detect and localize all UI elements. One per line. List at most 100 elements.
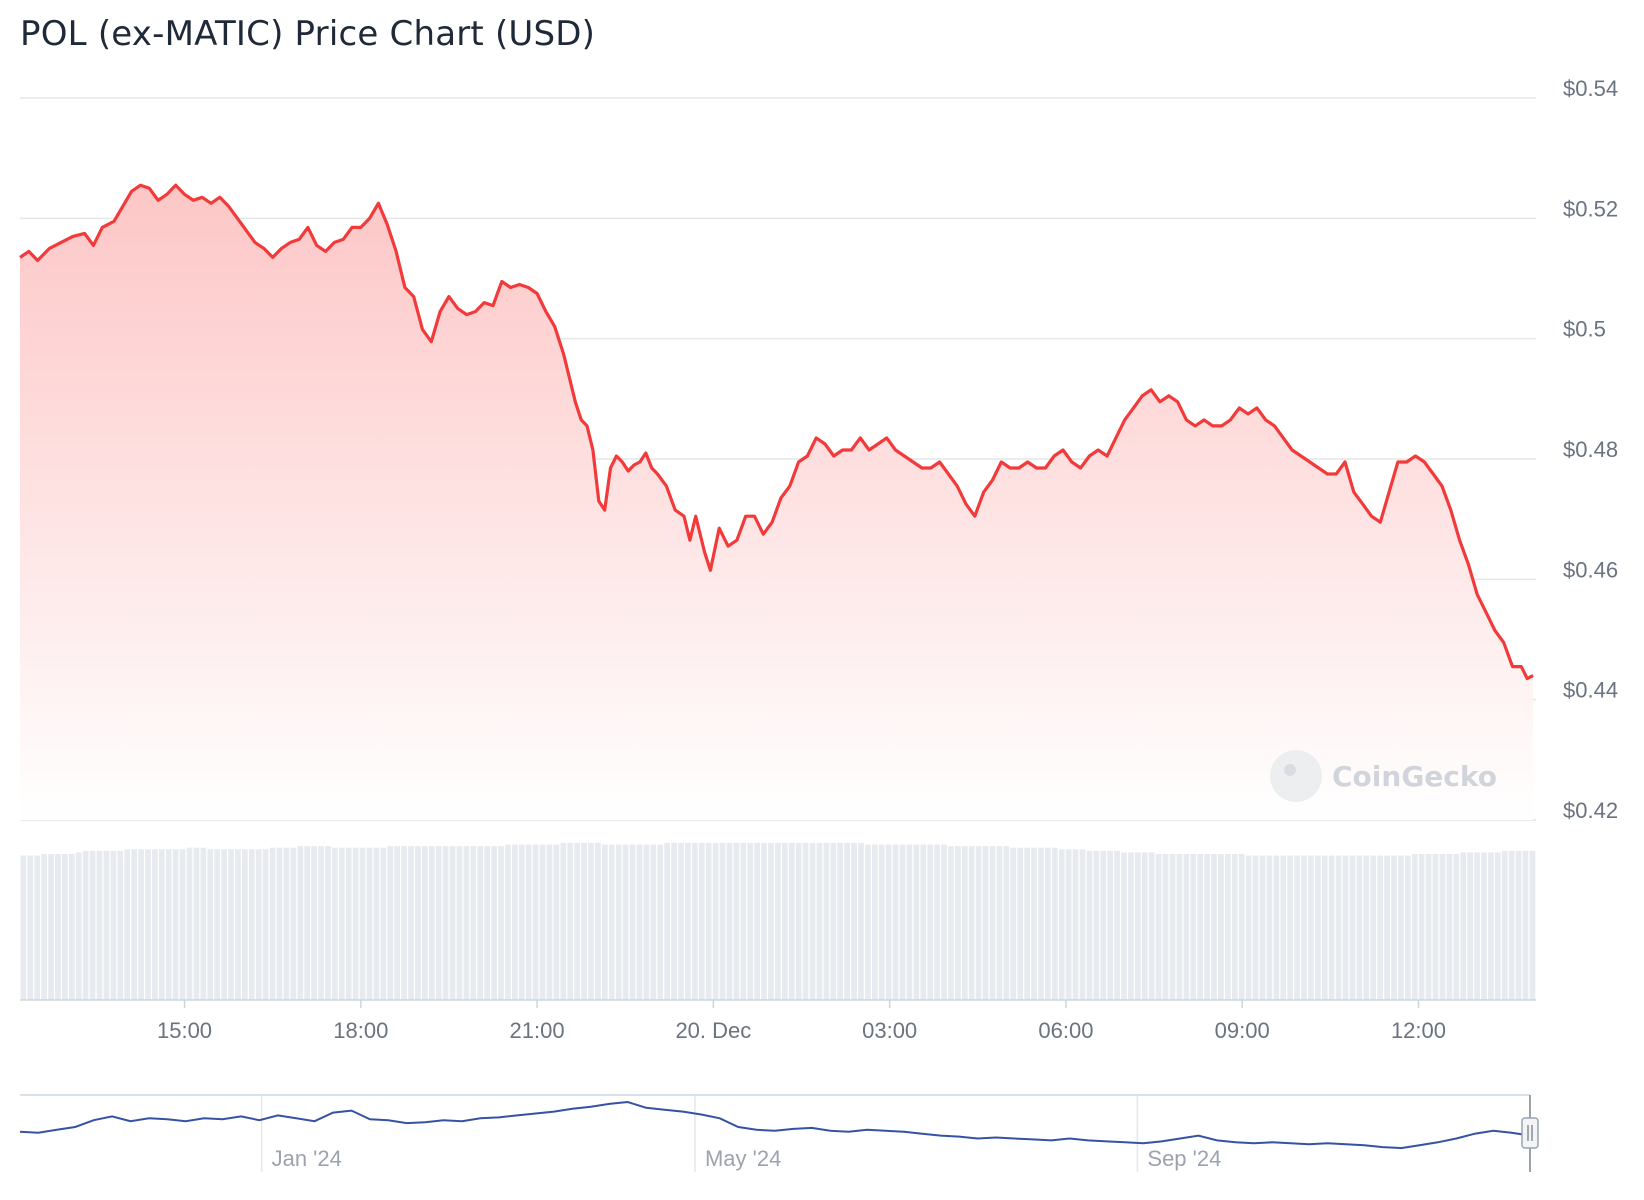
volume-bar: [1051, 847, 1058, 1000]
volume-bar: [1391, 855, 1397, 1000]
volume-bar: [290, 847, 297, 1000]
volume-bar: [989, 846, 996, 1000]
volume-bar: [511, 844, 518, 1000]
volume-bar: [1370, 855, 1377, 1000]
volume-bar: [816, 843, 823, 1000]
y-tick-label: $0.52: [1563, 196, 1618, 221]
volume-bar: [1238, 853, 1245, 1000]
volume-bar: [20, 855, 27, 1000]
volume-bar: [567, 843, 574, 1000]
volume-bar: [207, 849, 214, 1000]
volume-bar: [1460, 852, 1467, 1000]
volume-bar: [975, 846, 982, 1000]
navigator[interactable]: Jan '24 May '24 Sep '24: [19, 1094, 1539, 1172]
navigator-handle[interactable]: [1521, 1117, 1539, 1149]
volume-bar: [1183, 853, 1190, 1000]
volume-bar: [158, 849, 165, 1000]
volume-bar: [809, 843, 816, 1000]
volume-bar: [214, 849, 221, 1000]
volume-bar: [1425, 853, 1432, 1000]
volume-bar: [1003, 846, 1010, 1000]
volume-bar: [1107, 850, 1114, 1000]
navigator-label: Jan '24: [272, 1146, 342, 1171]
volume-bar: [636, 844, 643, 1000]
volume-bar: [387, 846, 394, 1000]
volume-bar: [1155, 853, 1162, 1000]
volume-bar: [1488, 852, 1494, 1000]
volume-bar: [961, 846, 968, 1000]
volume-bar: [477, 846, 484, 1000]
volume-bar: [68, 853, 75, 1000]
volume-bar: [1245, 855, 1252, 1000]
volume-bar: [643, 844, 650, 1000]
volume-bar: [505, 844, 511, 1000]
volume-bar: [318, 846, 324, 1000]
volume-bar: [982, 846, 989, 1000]
volume-bar: [269, 847, 276, 1000]
volume-bar: [1501, 850, 1508, 1000]
volume-bar: [1148, 852, 1155, 1000]
volume-bar: [415, 846, 421, 1000]
volume-bar: [1515, 850, 1522, 1000]
volume-bar: [719, 843, 726, 1000]
volume-bar: [601, 844, 608, 1000]
volume-bar: [878, 844, 885, 1000]
volume-bar: [89, 850, 96, 1000]
volume-bar: [1467, 852, 1473, 1000]
volume-bar: [248, 849, 255, 1000]
volume-bar: [442, 846, 449, 1000]
volume-bar: [1273, 855, 1280, 1000]
volume-bar: [1349, 855, 1356, 1000]
volume-bar: [373, 847, 380, 1000]
volume-bar: [456, 846, 463, 1000]
volume-bar: [733, 843, 740, 1000]
volume-bar: [1474, 852, 1480, 1000]
volume-bar: [726, 843, 733, 1000]
volume-bar: [595, 843, 601, 1000]
volume-bar: [1377, 855, 1384, 1000]
x-tick-label: 03:00: [862, 1018, 917, 1043]
volume-bar: [788, 843, 795, 1000]
volume-bar: [401, 846, 407, 1000]
volume-bar: [1439, 853, 1446, 1000]
volume-bar: [435, 846, 442, 1000]
price-area-fill: [20, 185, 1534, 820]
volume-bar: [242, 849, 248, 1000]
volume-bar: [484, 846, 491, 1000]
volume-bar: [747, 843, 754, 1000]
volume-bar: [1453, 853, 1460, 1000]
volume-bar: [1121, 852, 1127, 1000]
volume-bar: [775, 843, 781, 1000]
volume-bar: [428, 846, 435, 1000]
volume-bar: [1522, 850, 1529, 1000]
volume-bar: [830, 843, 837, 1000]
volume-bar: [934, 844, 940, 1000]
volume-bar: [657, 844, 664, 1000]
volume-bar: [345, 847, 352, 1000]
volume-bar: [851, 843, 857, 1000]
volume-bar: [553, 844, 560, 1000]
volume-bars: [20, 843, 1536, 1000]
volume-bar: [691, 843, 698, 1000]
volume-bar: [449, 846, 456, 1000]
navigator-label: May '24: [705, 1146, 781, 1171]
coingecko-watermark: CoinGecko: [1270, 750, 1497, 802]
volume-bar: [221, 849, 227, 1000]
volume-bar: [311, 846, 317, 1000]
volume-bar: [1224, 853, 1231, 1000]
volume-bar: [546, 844, 553, 1000]
volume-bar: [152, 849, 158, 1000]
volume-bar: [823, 843, 830, 1000]
watermark-text: CoinGecko: [1332, 760, 1497, 793]
volume-bar: [165, 849, 172, 1000]
volume-bar: [1010, 847, 1017, 1000]
volume-bar: [228, 849, 234, 1000]
volume-bar: [62, 853, 68, 1000]
volume-bar: [1418, 853, 1425, 1000]
volume-bar: [179, 849, 186, 1000]
volume-bar: [1114, 850, 1120, 1000]
volume-bar: [103, 850, 110, 1000]
volume-bar: [996, 846, 1003, 1000]
volume-bar: [1031, 847, 1037, 1000]
volume-bar: [1398, 855, 1404, 1000]
